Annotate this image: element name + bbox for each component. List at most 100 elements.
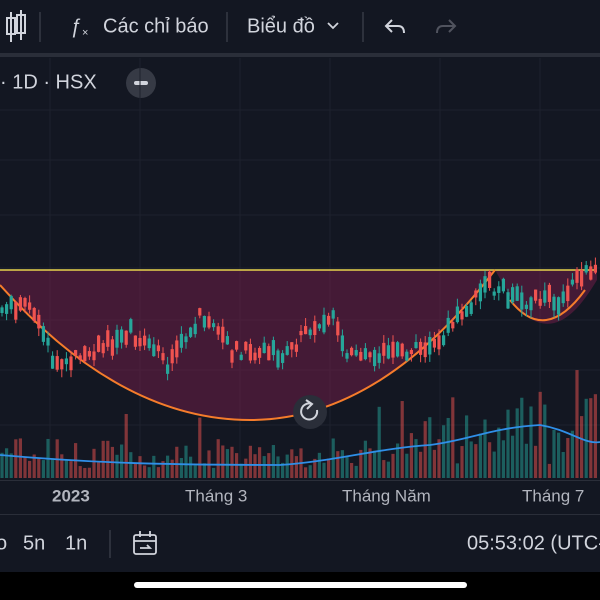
candle-body — [465, 305, 469, 317]
volume-bar — [0, 452, 4, 478]
volume-bar — [534, 445, 538, 478]
candle-body — [363, 348, 367, 360]
volume-bar — [474, 444, 478, 478]
candle-body — [138, 337, 142, 347]
volume-bar — [198, 417, 202, 478]
volume-ma — [0, 424, 600, 466]
volume-bar — [64, 460, 68, 478]
candle-body — [290, 342, 294, 350]
volume-bar — [271, 445, 275, 478]
candle-body — [492, 291, 496, 296]
candle-body — [253, 352, 257, 361]
candle-body — [166, 364, 170, 374]
candle-body — [133, 335, 137, 347]
handle-curve — [509, 289, 586, 322]
redo-button[interactable] — [436, 19, 457, 34]
volume-bar — [575, 370, 579, 478]
home-indicator — [134, 582, 467, 588]
volume-bar — [419, 451, 423, 478]
volume-bar — [92, 448, 96, 478]
volume-bar — [414, 439, 418, 478]
candle-body — [101, 343, 105, 354]
volume-bar — [143, 465, 147, 478]
time-axis-label: 2023 — [52, 486, 90, 505]
volume-bar — [336, 451, 340, 478]
indicators-button[interactable]: Các chỉ báo — [103, 15, 209, 37]
candle-body — [543, 290, 547, 303]
candle-body — [239, 354, 243, 360]
candle-body — [115, 329, 119, 348]
volume-bar — [405, 453, 409, 478]
volume-bar — [469, 441, 473, 478]
range-button[interactable]: o — [0, 532, 7, 554]
candle-body — [64, 358, 68, 365]
volume-bar — [382, 460, 386, 478]
time-axis-label: Tháng 3 — [185, 486, 247, 505]
volume-bar — [258, 447, 262, 478]
candle-body — [267, 346, 271, 361]
volume-bar — [262, 456, 266, 478]
candle-body — [78, 355, 82, 361]
volume-bar — [313, 458, 317, 478]
fx-icon[interactable]: ƒ — [70, 15, 81, 37]
volume-bar — [561, 451, 565, 478]
volume-bar — [478, 433, 482, 478]
candle-body — [74, 350, 78, 356]
volume-bar — [589, 398, 593, 478]
goto-date-button[interactable] — [133, 531, 157, 555]
volume-bar — [455, 463, 459, 478]
candle-body — [69, 356, 73, 371]
range-button[interactable]: 5n — [23, 532, 45, 554]
candle-body — [170, 349, 174, 364]
candle-body — [368, 352, 372, 358]
range-button[interactable]: 1n — [65, 532, 87, 554]
volume-bar — [133, 462, 137, 478]
volume-bar — [161, 461, 165, 478]
candle-body — [524, 304, 528, 309]
candle-body — [584, 265, 588, 273]
candle-body — [442, 335, 446, 346]
volume-bar — [147, 467, 151, 478]
volume-bar — [304, 467, 308, 478]
volume-bar — [570, 430, 574, 478]
volume-bar — [584, 398, 588, 478]
candle-body — [515, 286, 519, 301]
candle-body — [437, 335, 441, 350]
candle-body — [129, 319, 133, 333]
volume-bar — [97, 462, 101, 478]
reset-button[interactable] — [293, 395, 327, 429]
volume-bar — [138, 456, 142, 478]
candle-body — [51, 355, 55, 369]
candle-body — [460, 311, 464, 320]
volume-bar — [359, 449, 363, 478]
time-axis-label: Tháng Năm — [342, 486, 431, 505]
volume-bar — [497, 427, 501, 478]
candle-body — [299, 330, 303, 336]
volume-bar — [60, 454, 64, 478]
candle-icon[interactable] — [6, 10, 26, 42]
undo-button[interactable] — [384, 19, 405, 34]
candle-body — [0, 307, 4, 313]
candle-body — [534, 289, 538, 301]
volume-bar — [465, 415, 469, 478]
candle-body — [501, 278, 505, 292]
candle-body — [511, 287, 515, 303]
candle-body — [423, 342, 427, 358]
volume-bar — [9, 453, 13, 478]
chart-menu-button[interactable]: Biểu đồ — [247, 15, 315, 37]
candle-body — [580, 269, 584, 287]
volume-bar — [230, 446, 234, 478]
candle-body — [327, 315, 331, 325]
candle-body — [529, 297, 533, 311]
candle-body — [340, 335, 344, 352]
candle-body — [428, 336, 432, 355]
candle-body — [414, 342, 418, 349]
candle-body — [331, 310, 335, 319]
candle-body — [120, 329, 124, 343]
candle-body — [216, 326, 220, 335]
candle-body — [92, 351, 96, 361]
candle-body — [373, 349, 377, 367]
volume-bar — [281, 462, 285, 478]
volume-bar — [23, 457, 27, 478]
